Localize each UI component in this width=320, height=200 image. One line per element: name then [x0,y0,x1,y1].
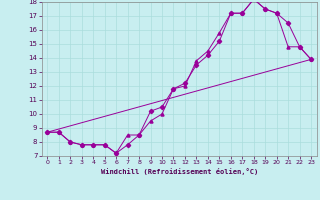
X-axis label: Windchill (Refroidissement éolien,°C): Windchill (Refroidissement éolien,°C) [100,168,258,175]
